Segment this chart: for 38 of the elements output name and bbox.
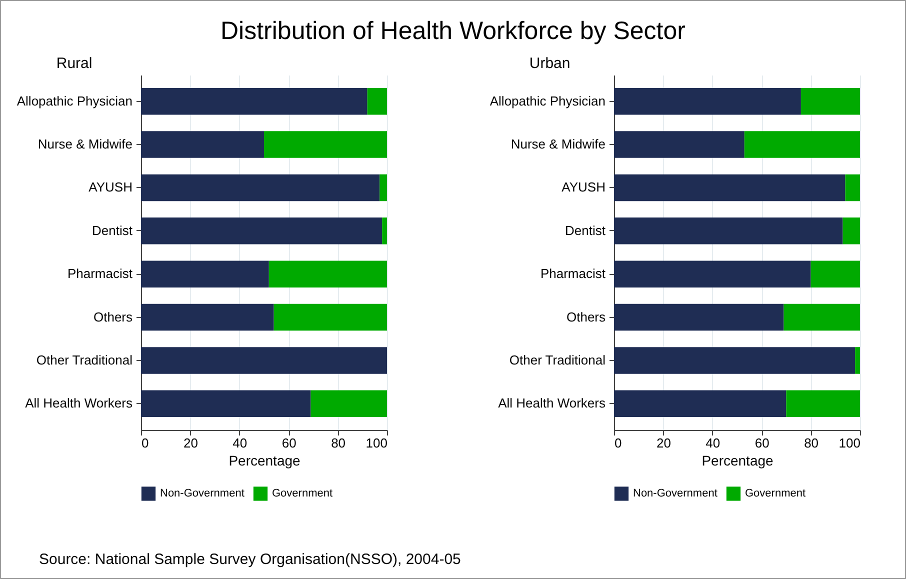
y-tick-label: All Health Workers bbox=[498, 396, 606, 411]
y-tick-label: All Health Workers bbox=[25, 396, 133, 411]
legend-label: Government bbox=[745, 488, 806, 500]
y-tick-label: Pharmacist bbox=[67, 266, 133, 282]
y-tick-label: AYUSH bbox=[562, 180, 606, 195]
y-tick-label: Nurse & Midwife bbox=[510, 136, 606, 152]
source-note: Source: National Sample Survey Organisation(NSSO), 2004-05 bbox=[39, 551, 461, 568]
y-tick-label: Dentist bbox=[565, 222, 606, 238]
legend-label: Government bbox=[272, 488, 333, 500]
x-tick-label: 40 bbox=[232, 436, 248, 450]
x-tick-label: 0 bbox=[614, 436, 622, 450]
chart-subtitle: Rural bbox=[56, 55, 92, 72]
y-tick-label: Nurse & Midwife bbox=[38, 136, 132, 152]
y-tick-label: Others bbox=[93, 309, 133, 324]
text: Distribution of Health Workforce by Sector bbox=[219, 17, 686, 47]
y-tick-label: Allopathic Physician bbox=[16, 93, 132, 108]
x-tick-label: 80 bbox=[331, 436, 346, 450]
x-axis-title: Percentage bbox=[702, 452, 774, 468]
y-tick-label: AYUSH bbox=[88, 180, 132, 195]
y-tick-label: Other Traditional bbox=[509, 352, 606, 368]
x-tick-label: 100 bbox=[838, 436, 860, 450]
x-tick-label: 60 bbox=[754, 436, 770, 450]
x-axis-title: Percentage bbox=[228, 452, 301, 468]
y-tick-label: Other Traditional bbox=[36, 352, 133, 368]
x-tick-label: 40 bbox=[706, 436, 720, 450]
legend-label: Non-Government bbox=[633, 488, 718, 500]
x-tick-label: 80 bbox=[804, 436, 819, 450]
x-tick-label: 0 bbox=[142, 436, 149, 450]
y-tick-label: Pharmacist bbox=[540, 266, 606, 282]
legend-label: Non-Government bbox=[160, 488, 244, 500]
x-tick-label: 60 bbox=[282, 436, 296, 450]
x-tick-label: 100 bbox=[366, 436, 388, 450]
x-tick-label: 20 bbox=[183, 436, 198, 450]
chart-subtitle: Urban bbox=[529, 55, 570, 72]
y-tick-label: Dentist bbox=[92, 222, 133, 238]
x-tick-label: 20 bbox=[656, 436, 671, 450]
y-tick-label: Allopathic Physician bbox=[490, 93, 606, 108]
y-tick-label: Others bbox=[566, 309, 606, 324]
